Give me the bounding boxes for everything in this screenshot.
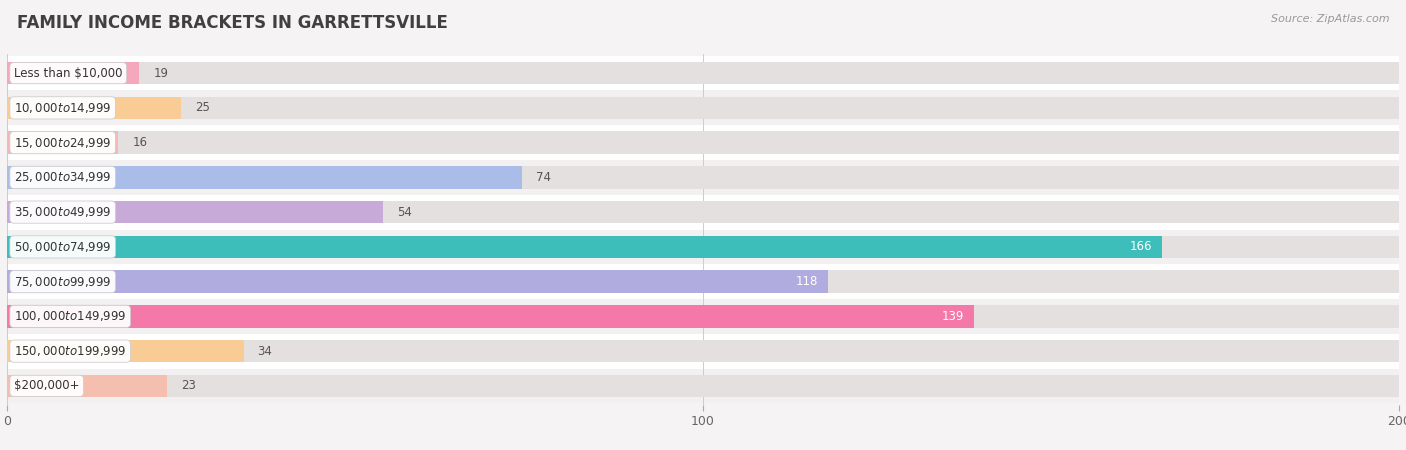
- Bar: [7, 340, 1399, 362]
- Bar: [7, 201, 382, 223]
- Text: 54: 54: [396, 206, 412, 219]
- Bar: [7, 56, 1399, 90]
- Bar: [7, 369, 1399, 403]
- Text: Source: ZipAtlas.com: Source: ZipAtlas.com: [1271, 14, 1389, 23]
- Bar: [7, 305, 974, 328]
- Text: 166: 166: [1129, 240, 1152, 253]
- Text: 139: 139: [942, 310, 965, 323]
- Bar: [7, 374, 167, 397]
- Bar: [7, 374, 1399, 397]
- Text: $75,000 to $99,999: $75,000 to $99,999: [14, 274, 111, 288]
- Text: $50,000 to $74,999: $50,000 to $74,999: [14, 240, 111, 254]
- Text: 118: 118: [796, 275, 818, 288]
- Bar: [7, 270, 828, 293]
- Bar: [7, 97, 1399, 119]
- Bar: [7, 131, 118, 154]
- Bar: [7, 334, 1399, 369]
- Bar: [7, 201, 1399, 223]
- Text: 16: 16: [132, 136, 148, 149]
- Bar: [7, 230, 1399, 264]
- Bar: [7, 160, 1399, 195]
- Bar: [7, 62, 139, 85]
- Text: $150,000 to $199,999: $150,000 to $199,999: [14, 344, 127, 358]
- Bar: [7, 305, 1399, 328]
- Bar: [7, 264, 1399, 299]
- Text: 19: 19: [153, 67, 169, 80]
- Text: $25,000 to $34,999: $25,000 to $34,999: [14, 171, 111, 184]
- Text: FAMILY INCOME BRACKETS IN GARRETTSVILLE: FAMILY INCOME BRACKETS IN GARRETTSVILLE: [17, 14, 447, 32]
- Bar: [7, 340, 243, 362]
- Bar: [7, 166, 522, 189]
- Text: $200,000+: $200,000+: [14, 379, 80, 392]
- Text: 25: 25: [195, 101, 209, 114]
- Bar: [7, 195, 1399, 230]
- Text: Less than $10,000: Less than $10,000: [14, 67, 122, 80]
- Bar: [7, 90, 1399, 125]
- Text: 74: 74: [536, 171, 551, 184]
- Bar: [7, 270, 1399, 293]
- Text: 23: 23: [181, 379, 195, 392]
- Bar: [7, 236, 1399, 258]
- Text: $35,000 to $49,999: $35,000 to $49,999: [14, 205, 111, 219]
- Bar: [7, 97, 181, 119]
- Bar: [7, 299, 1399, 334]
- Bar: [7, 125, 1399, 160]
- Text: $15,000 to $24,999: $15,000 to $24,999: [14, 135, 111, 149]
- Bar: [7, 236, 1163, 258]
- Text: $100,000 to $149,999: $100,000 to $149,999: [14, 310, 127, 324]
- Bar: [7, 62, 1399, 85]
- Text: $10,000 to $14,999: $10,000 to $14,999: [14, 101, 111, 115]
- Bar: [7, 131, 1399, 154]
- Bar: [7, 166, 1399, 189]
- Text: 34: 34: [257, 345, 273, 358]
